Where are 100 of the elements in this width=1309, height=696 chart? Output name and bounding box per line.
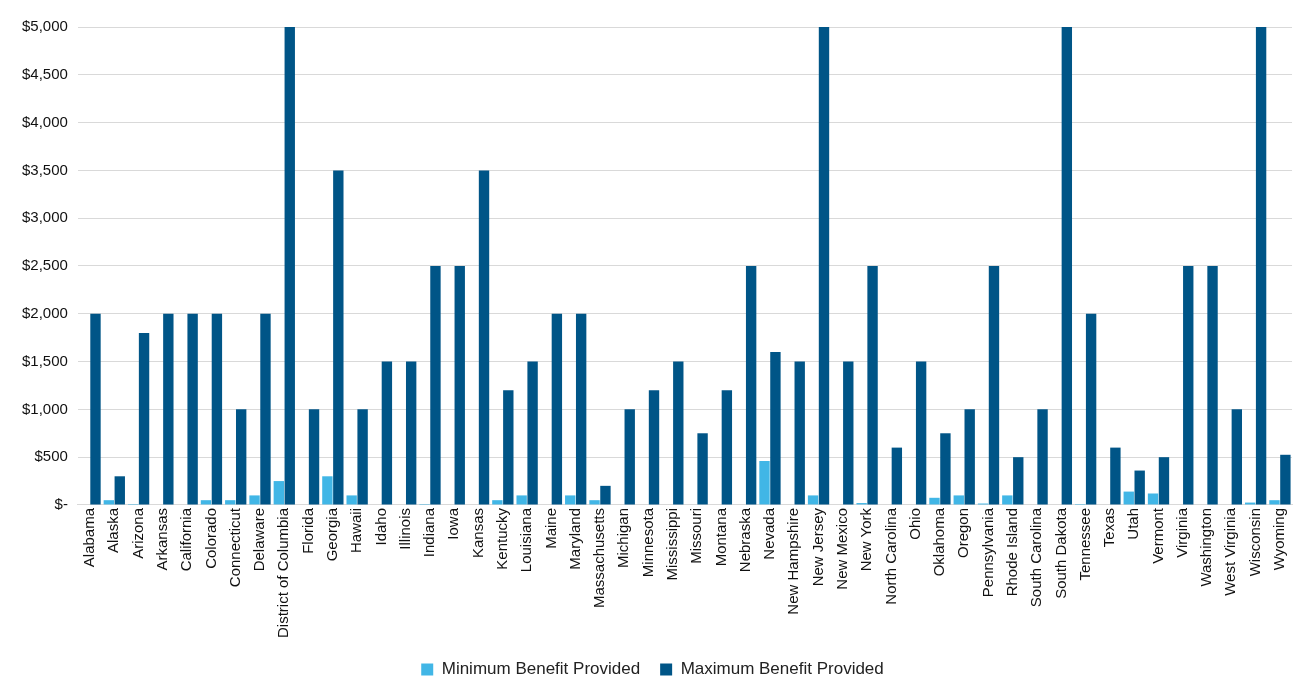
x-tick-label: Indiana — [420, 507, 438, 558]
y-tick-label: $- — [54, 495, 68, 513]
x-tick-label: Washington — [1197, 507, 1215, 587]
bar — [1061, 27, 1073, 505]
x-tick-label: Idaho — [371, 507, 389, 546]
x-tick-label: Kansas — [468, 507, 486, 559]
bar — [1110, 447, 1121, 505]
x-tick-label: Nevada — [760, 507, 778, 560]
bar — [551, 313, 563, 505]
bar — [953, 495, 964, 505]
y-tick-label: $1,000 — [21, 399, 68, 417]
bar — [940, 433, 951, 505]
x-tick-label: Michigan — [614, 507, 632, 568]
bar — [1123, 491, 1134, 505]
bar — [1207, 265, 1218, 505]
bar — [697, 433, 708, 505]
x-tick-label: Wyoming — [1270, 507, 1288, 571]
x-tick-label: Maine — [541, 507, 559, 549]
x-tick-label: Texas — [1100, 507, 1118, 548]
bar — [103, 500, 115, 505]
bar — [600, 485, 611, 505]
bar — [527, 361, 538, 505]
x-tick-label: Iowa — [444, 507, 462, 540]
x-tick-label: Pennsylvania — [978, 507, 996, 598]
bar — [1134, 470, 1145, 505]
x-tick-label: Minnesota — [638, 507, 656, 578]
x-tick-label: Vermont — [1148, 507, 1166, 564]
bar — [770, 352, 781, 505]
bar — [624, 409, 635, 505]
bar — [1037, 409, 1048, 505]
legend-label: Maximum Benefit Provided — [680, 659, 884, 679]
x-tick-label: Alaska — [104, 507, 122, 553]
x-tick-label: Utah — [1124, 507, 1142, 540]
bar — [516, 495, 527, 505]
bar — [346, 495, 357, 505]
bar — [322, 476, 333, 505]
bar — [565, 495, 576, 505]
bar — [405, 361, 417, 505]
bar — [357, 409, 368, 505]
x-tick-label: North Carolina — [881, 507, 899, 605]
x-tick-label: Missouri — [687, 507, 705, 564]
bar — [807, 495, 819, 505]
x-tick-label: Wisconsin — [1245, 507, 1263, 577]
bar — [381, 361, 393, 505]
bar — [90, 313, 101, 505]
bar — [492, 500, 503, 505]
y-tick-label: $3,500 — [21, 160, 68, 178]
y-tick-label: $500 — [34, 447, 68, 465]
bar — [575, 313, 587, 505]
x-tick-label: West Virginia — [1221, 507, 1239, 596]
bar — [284, 27, 295, 505]
x-tick-label: New Mexico — [832, 507, 850, 590]
bar — [759, 460, 770, 505]
x-tick-label: New Jersey — [808, 507, 826, 587]
bar — [1231, 409, 1243, 505]
bar — [794, 361, 805, 505]
x-tick-label: Hawaii — [347, 507, 365, 553]
legend-label: Minimum Benefit Provided — [441, 659, 641, 679]
bar — [1183, 265, 1194, 505]
bar — [915, 361, 927, 505]
x-tick-label: Nebraska — [735, 507, 753, 573]
y-tick-label: $4,500 — [21, 64, 68, 82]
x-tick-label: District of Columbia — [274, 507, 292, 639]
bar — [225, 500, 236, 505]
x-tick-label: Arizona — [128, 507, 146, 559]
bar — [187, 313, 198, 505]
x-tick-label: Arkansas — [153, 507, 171, 571]
bar — [673, 361, 684, 505]
bar — [200, 500, 212, 505]
bar — [260, 313, 271, 505]
y-tick-label: $2,500 — [21, 256, 68, 274]
x-tick-label: Delaware — [250, 507, 268, 572]
bar — [1269, 500, 1280, 505]
bar — [1158, 457, 1170, 505]
x-tick-label: Maryland — [565, 507, 583, 570]
y-tick-label: $1,500 — [21, 351, 68, 369]
x-tick-label: Rhode Island — [1002, 507, 1020, 597]
x-tick-label: Mississippi — [662, 507, 680, 581]
y-tick-label: $2,000 — [21, 303, 68, 321]
x-tick-label: Montana — [711, 507, 729, 567]
bar — [138, 332, 150, 505]
x-tick-label: Colorado — [201, 507, 219, 569]
bar — [843, 361, 854, 505]
x-tick-label: Oregon — [954, 507, 972, 559]
bar — [478, 170, 490, 505]
bar — [891, 447, 903, 505]
bar — [236, 409, 247, 505]
y-tick-label: $4,000 — [21, 112, 68, 130]
bar — [929, 497, 940, 505]
x-tick-label: Virginia — [1172, 507, 1190, 558]
bar — [249, 495, 260, 505]
bar — [1013, 457, 1024, 505]
x-tick-label: Alabama — [80, 507, 98, 568]
bar — [211, 313, 223, 505]
x-tick-label: Kentucky — [492, 507, 510, 570]
bar — [589, 500, 600, 505]
bar — [867, 265, 878, 505]
x-tick-label: Tennessee — [1075, 507, 1093, 581]
x-tick-label: New Hampshire — [784, 507, 802, 615]
x-tick-label: Massachusetts — [590, 507, 608, 609]
